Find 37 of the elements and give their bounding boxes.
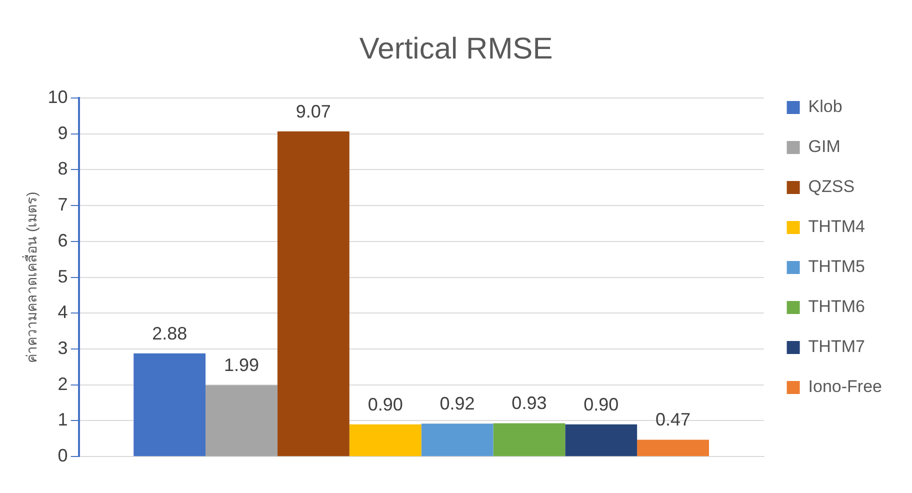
y-tick-label: 10 [48, 86, 68, 107]
data-label: 0.90 [584, 394, 619, 414]
data-label: 9.07 [296, 101, 331, 122]
y-axis-title: ค่าความคลาดเคลื่อน (เมตร) [22, 192, 40, 363]
legend-label: THTM6 [808, 297, 865, 316]
legend-label: THTM4 [808, 217, 865, 236]
y-tick-label: 2 [58, 374, 68, 394]
legend-label: QZSS [808, 177, 855, 196]
y-tick-label: 9 [58, 122, 68, 143]
y-tick-label: 1 [58, 410, 68, 430]
bar [493, 423, 566, 456]
data-label: 0.93 [512, 393, 547, 414]
chart-title: Vertical RMSE [359, 32, 553, 66]
y-tick-label: 3 [58, 338, 68, 358]
data-label: 0.47 [656, 410, 691, 430]
bar [637, 440, 709, 456]
bar [349, 424, 422, 456]
bar [277, 131, 350, 456]
bar [206, 385, 278, 456]
legend-label: THTM5 [808, 257, 865, 276]
y-tick-label: 5 [58, 266, 68, 286]
y-tick-label: 6 [58, 230, 68, 250]
data-label: 0.92 [440, 394, 475, 414]
data-label: 2.88 [152, 323, 188, 344]
legend-label: GIM [808, 137, 840, 156]
y-tick-label: 8 [58, 158, 68, 179]
legend-label: THTM7 [808, 337, 865, 356]
y-tick-label: 7 [58, 194, 68, 215]
data-label: 0.90 [368, 394, 403, 414]
data-label: 1.99 [224, 355, 260, 376]
legend-label: Iono-Free [808, 377, 882, 396]
legend-label: Klob [808, 97, 842, 116]
y-tick-label: 0 [58, 446, 68, 466]
bar [421, 424, 494, 456]
bar [134, 353, 206, 456]
bar [565, 424, 638, 456]
y-tick-label: 4 [58, 302, 68, 322]
